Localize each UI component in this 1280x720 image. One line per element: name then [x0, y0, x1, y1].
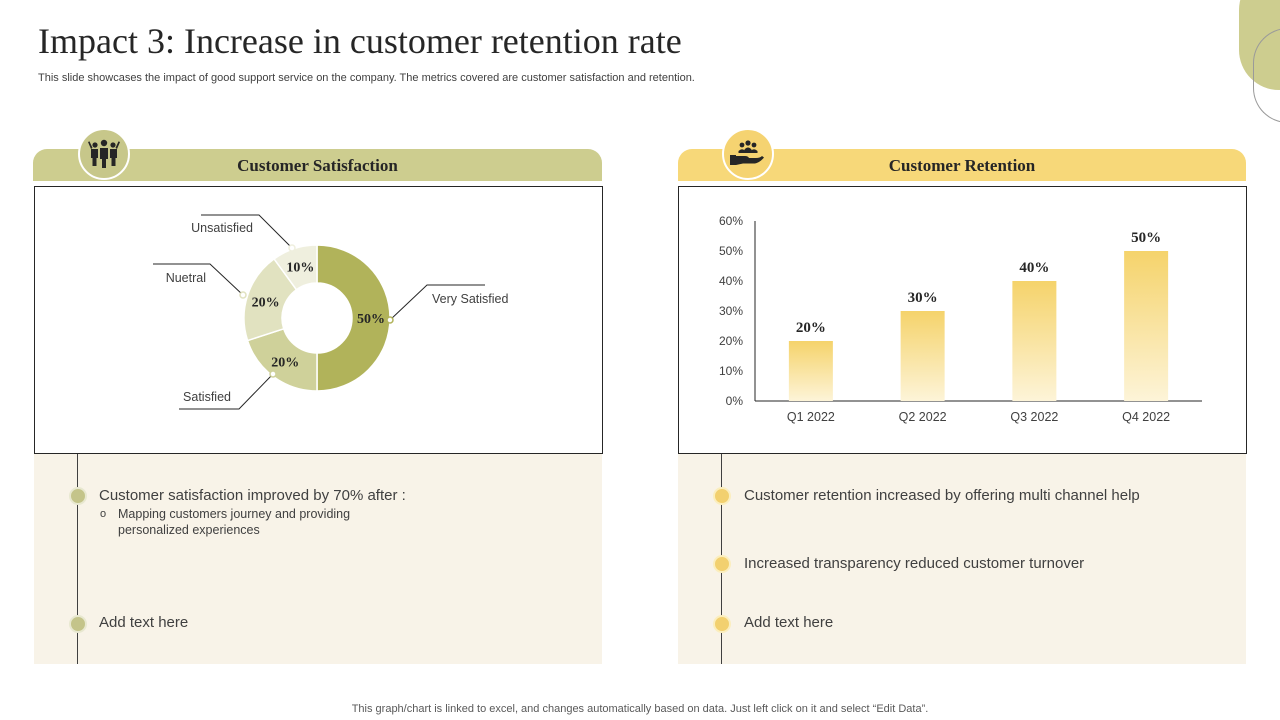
satisfaction-text-panel — [34, 454, 602, 664]
bar-value-label: 30% — [908, 290, 938, 306]
x-tick-label: Q3 2022 — [1010, 410, 1058, 424]
donut-leader-line — [201, 214, 293, 249]
y-tick-label: 20% — [719, 334, 743, 348]
x-tick-label: Q4 2022 — [1122, 410, 1170, 424]
bullet-dot — [713, 555, 731, 573]
y-tick-label: 30% — [719, 304, 743, 318]
bar-value-label: 20% — [796, 320, 826, 336]
donut-category-label: Satisfied — [183, 390, 231, 404]
handshake-support-icon — [722, 128, 774, 180]
y-tick-label: 0% — [726, 394, 744, 408]
bullet-dot — [69, 487, 87, 505]
satisfaction-chart-box: 50% Very Satisfied 20% Satisfied 20% Nuetral 1… — [34, 186, 603, 454]
retention-header: Customer Retention — [678, 149, 1246, 181]
y-tick-label: 40% — [719, 274, 743, 288]
donut-leader-dot — [239, 291, 247, 299]
y-tick-label: 60% — [719, 214, 743, 228]
donut-slice-unsatisfied — [273, 244, 318, 291]
donut-slice-very-satisfied — [316, 244, 391, 392]
donut-value-label: 50% — [357, 312, 385, 327]
satisfaction-bullet: Add text here — [99, 614, 189, 631]
donut-leader-line — [153, 263, 244, 296]
satisfaction-bullet: Customer satisfaction improved by 70% af… — [99, 487, 406, 504]
sub-bullet-marker: o — [100, 508, 107, 520]
satisfaction-donut-chart: 50% Very Satisfied 20% Satisfied 20% Nuetral 1… — [153, 214, 508, 410]
bar-value-label: 50% — [1131, 230, 1161, 246]
bar-value-label: 40% — [1019, 260, 1049, 276]
donut-leader-dot — [269, 370, 277, 378]
satisfaction-sub-bullet: Mapping customers journey and providing … — [118, 507, 351, 537]
retention-bullet: Increased transparency reduced customer … — [744, 555, 1085, 572]
retention-bullet: Add text here — [744, 614, 834, 631]
donut-value-label: 10% — [286, 261, 314, 276]
bullet-dot — [713, 615, 731, 633]
bar-q3-2022 — [1012, 281, 1057, 401]
retention-bar-chart: 0% 10% 20% 30% 40% 50% 60% 20% Q1 2022 30% Q2 2022… — [719, 214, 1202, 424]
donut-leader-line — [179, 373, 274, 410]
y-tick-label: 10% — [719, 364, 743, 378]
bullet-dot — [69, 615, 87, 633]
retention-chart-box: 0% 10% 20% 30% 40% 50% 60% 20% Q1 2022 30% Q2 2022… — [678, 186, 1247, 454]
bar-q2-2022 — [900, 311, 945, 401]
team-celebration-icon — [78, 128, 130, 180]
page-title: Impact 3: Increase in customer retention… — [38, 21, 682, 61]
donut-leader-line — [389, 284, 485, 321]
page-subtitle: This slide showcases the impact of good … — [38, 72, 695, 84]
donut-category-label: Unsatisfied — [191, 221, 253, 235]
bar-q1-2022 — [788, 341, 833, 401]
x-tick-label: Q2 2022 — [899, 410, 947, 424]
retention-text-panel — [678, 454, 1246, 664]
retention-bullet: Customer retention increased by offering… — [744, 487, 1140, 504]
satisfaction-timeline-line — [77, 454, 78, 664]
donut-value-label: 20% — [252, 295, 280, 310]
donut-leader-dot — [386, 316, 394, 324]
bar-q4-2022 — [1124, 251, 1169, 401]
bullet-dot — [713, 487, 731, 505]
donut-category-label: Very Satisfied — [432, 292, 508, 306]
y-tick-label: 50% — [719, 244, 743, 258]
donut-category-label: Nuetral — [166, 271, 206, 285]
footer-note: This graph/chart is linked to excel, and… — [351, 703, 929, 715]
x-tick-label: Q1 2022 — [787, 410, 835, 424]
donut-leader-dot — [288, 244, 296, 252]
donut-value-label: 20% — [271, 356, 299, 371]
